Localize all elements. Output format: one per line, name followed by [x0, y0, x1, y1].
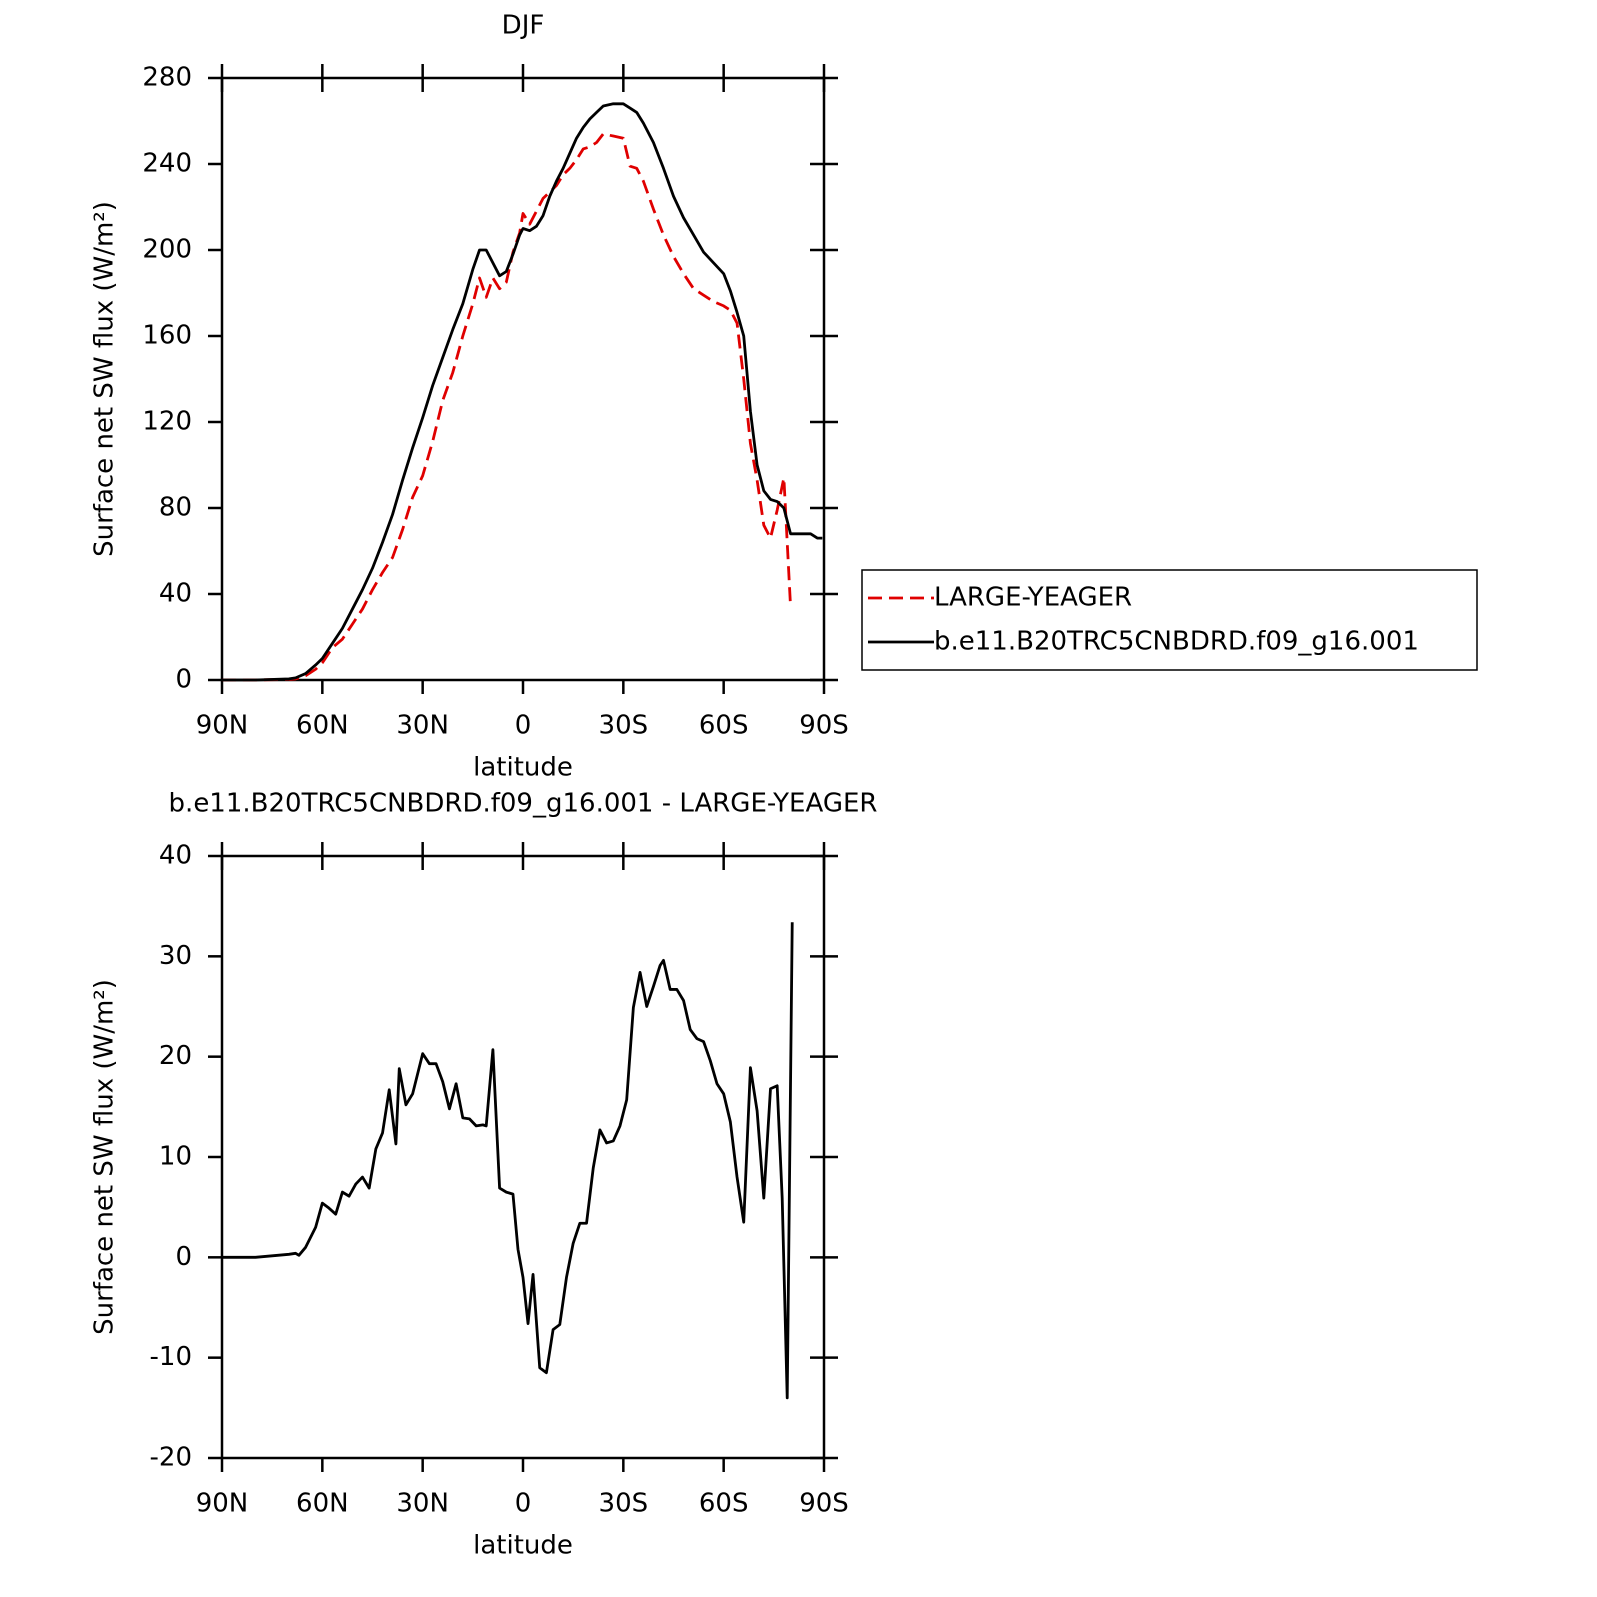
legend-box [861, 569, 1478, 671]
x-tick-label: 30S [599, 1489, 649, 1519]
x-tick-label: 30N [396, 1489, 449, 1519]
y-tick-label: 40 [159, 579, 192, 609]
chart-title: b.e11.B20TRC5CNBDRD.f09_g16.001 - LARGE-… [169, 789, 878, 819]
x-tick-label: 0 [515, 1489, 532, 1519]
legend-label: b.e11.B20TRC5CNBDRD.f09_g16.001 [934, 627, 1419, 657]
x-tick-label: 90S [799, 1489, 849, 1519]
y-tick-label: 20 [159, 1041, 192, 1071]
chart-title: DJF [502, 11, 545, 41]
y-tick-label: 10 [159, 1142, 192, 1172]
y-tick-label: 0 [175, 665, 192, 695]
y-tick-label: 120 [142, 407, 192, 437]
x-tick-label: 90S [799, 711, 849, 741]
x-tick-label: 90N [196, 711, 249, 741]
x-tick-label: 30N [396, 711, 449, 741]
y-tick-label: -10 [150, 1342, 192, 1372]
data-line [222, 922, 794, 1400]
y-axis-label: Surface net SW flux (W/m²) [90, 979, 120, 1335]
data-line [222, 102, 823, 682]
y-tick-label: 240 [142, 149, 192, 179]
data-line [222, 132, 792, 682]
x-axis-label: latitude [473, 1531, 573, 1561]
x-tick-label: 0 [515, 711, 532, 741]
x-tick-label: 60N [296, 1489, 349, 1519]
x-tick-label: 90N [196, 1489, 249, 1519]
y-tick-label: 0 [175, 1242, 192, 1272]
y-tick-label: 40 [159, 841, 192, 871]
x-tick-label: 60S [699, 1489, 749, 1519]
y-axis-label: Surface net SW flux (W/m²) [90, 201, 120, 557]
plot-frame [220, 76, 826, 682]
y-tick-label: 160 [142, 321, 192, 351]
y-tick-label: 30 [159, 941, 192, 971]
legend-label: LARGE-YEAGER [934, 583, 1132, 613]
x-axis-label: latitude [473, 753, 573, 783]
y-tick-label: 80 [159, 493, 192, 523]
y-tick-label: -20 [150, 1443, 192, 1473]
y-tick-label: 200 [142, 235, 192, 265]
x-tick-label: 60S [699, 711, 749, 741]
y-tick-label: 280 [142, 63, 192, 93]
x-tick-label: 30S [599, 711, 649, 741]
x-tick-label: 60N [296, 711, 349, 741]
